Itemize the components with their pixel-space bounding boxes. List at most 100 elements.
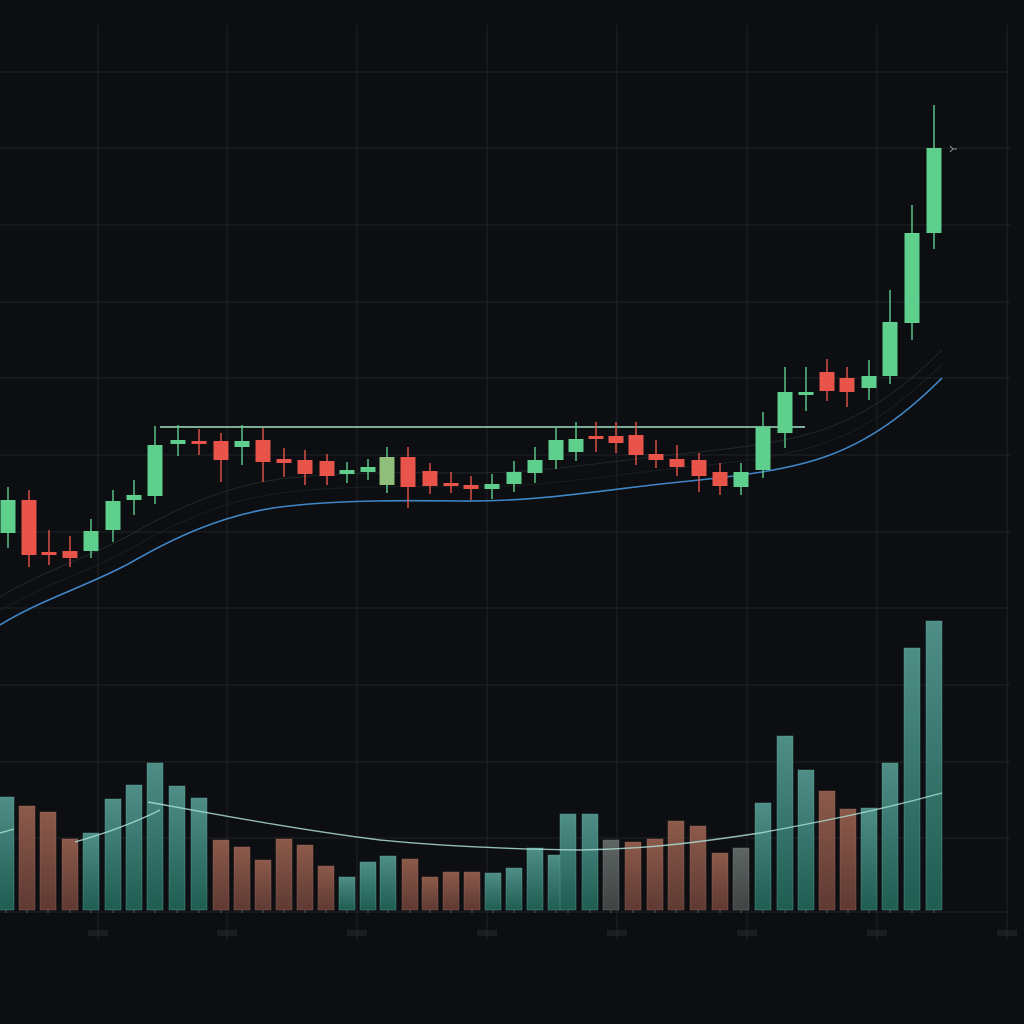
candle-body — [904, 233, 920, 323]
volume-bar — [442, 871, 460, 911]
candle-body — [608, 436, 624, 443]
candle — [669, 445, 685, 476]
volume-bar — [146, 762, 164, 911]
candle-body — [839, 378, 855, 392]
candle — [0, 487, 16, 548]
volume-bar — [190, 797, 208, 911]
candle — [588, 422, 604, 452]
candle — [422, 463, 438, 494]
candle-body — [41, 552, 57, 555]
volume-bar — [82, 832, 100, 911]
candle — [126, 480, 142, 515]
candle-body — [777, 392, 793, 433]
candle — [297, 450, 313, 485]
volume-bar — [602, 839, 620, 911]
volume-bar — [797, 769, 815, 911]
x-axis-labels — [88, 930, 1017, 936]
candle — [506, 461, 522, 492]
candle-body — [527, 460, 543, 473]
candle — [21, 490, 37, 567]
candle — [839, 367, 855, 407]
candle — [276, 448, 292, 477]
candle-body — [882, 322, 898, 376]
candle — [755, 412, 771, 478]
candle-body — [191, 441, 207, 444]
candle — [170, 425, 186, 456]
candles — [0, 105, 942, 567]
candle-body — [733, 472, 749, 487]
volume-bar — [581, 813, 599, 911]
volume-bar — [559, 813, 577, 911]
candle — [339, 462, 355, 483]
volume-bar — [0, 796, 15, 911]
candle — [400, 447, 416, 508]
candle — [648, 440, 664, 468]
price-ma-line — [0, 377, 943, 626]
crosshair-cursor-icon — [949, 145, 957, 153]
candle — [41, 530, 57, 565]
candle — [548, 428, 564, 469]
volume-bars — [0, 620, 943, 913]
candle — [926, 105, 942, 249]
candle — [882, 290, 898, 384]
candle-body — [588, 436, 604, 439]
volume-bar — [359, 861, 377, 911]
candle-body — [213, 441, 229, 460]
x-axis-tick-label-placeholder — [737, 930, 757, 936]
candle-body — [648, 454, 664, 460]
candle-body — [628, 435, 644, 455]
volume-bar — [903, 647, 921, 911]
candle — [83, 519, 99, 558]
candle-body — [147, 445, 163, 496]
volume-bar — [61, 838, 79, 911]
volume-bar — [754, 802, 772, 911]
volume-bar — [338, 876, 356, 911]
candle-body — [669, 459, 685, 467]
candle-body — [400, 457, 416, 487]
candle-body — [83, 531, 99, 551]
candle — [379, 447, 395, 493]
volume-bar — [212, 839, 230, 911]
volume-bar — [168, 785, 186, 911]
candle-body — [297, 460, 313, 474]
volume-bar — [689, 825, 707, 911]
x-axis-tick-label-placeholder — [347, 930, 367, 936]
candle — [798, 367, 814, 411]
volume-bar — [18, 805, 36, 911]
candle-body — [861, 376, 877, 388]
volume-moving-average — [0, 792, 943, 851]
x-axis-tick-label-placeholder — [88, 930, 108, 936]
candle-body — [691, 460, 707, 476]
candle-body — [255, 440, 271, 462]
candle — [484, 474, 500, 499]
candle — [147, 426, 163, 504]
candle — [463, 476, 479, 500]
candle — [904, 205, 920, 340]
candle-body — [170, 440, 186, 444]
volume-bar — [839, 808, 857, 911]
candle-body — [126, 495, 142, 500]
x-axis-tick-label-placeholder — [477, 930, 497, 936]
volume-bar — [624, 841, 642, 911]
volume-bar — [526, 847, 544, 911]
volume-bar — [125, 784, 143, 911]
candle-body — [21, 500, 37, 555]
candle-body — [360, 467, 376, 472]
candle — [443, 472, 459, 493]
candle — [628, 422, 644, 465]
volume-bar — [104, 798, 122, 911]
candle — [861, 360, 877, 400]
candle-body — [443, 483, 459, 486]
candle — [691, 453, 707, 492]
volume-bar — [421, 876, 439, 911]
candle — [608, 422, 624, 453]
x-axis-tick-label-placeholder — [607, 930, 627, 936]
x-axis-tick-label-placeholder — [867, 930, 887, 936]
candle — [819, 359, 835, 401]
candle — [62, 536, 78, 567]
volume-bar — [463, 871, 481, 911]
candle-body — [568, 439, 584, 452]
candle — [255, 428, 271, 482]
